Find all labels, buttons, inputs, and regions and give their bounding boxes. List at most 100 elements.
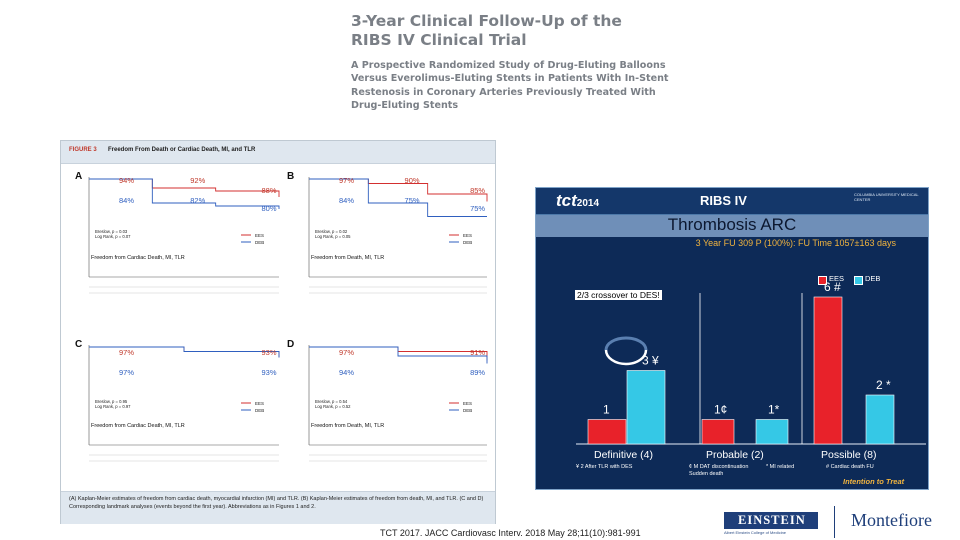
bar-deb [865,394,895,445]
einstein-logo: EINSTEIN [724,512,818,529]
arrow-arc-upper [604,336,648,351]
tct-logo-year: 2014 [576,198,600,209]
bar-value-label: 1¢ [714,403,727,417]
tct-slide: tct2014 RIBS IV COLUMBIA UNIVERSITY MEDI… [535,187,929,490]
ees-percent-label: 97% [119,348,134,357]
article-subtitle: A Prospective Randomized Study of Drug-E… [351,59,711,113]
legend-label-ees: EES [463,233,472,238]
followup-text: 3 Year FU 309 P (100%): FU Time 1057±163… [695,238,896,248]
ees-percent-label: 85% [470,186,485,195]
article-title-line-2: RIBS IV Clinical Trial [351,31,527,49]
bar-deb [755,419,789,445]
deb-percent-label: 75% [470,204,485,213]
ees-percent-label: 92% [190,176,205,185]
footnote: * MI related [766,464,795,470]
figure-3: FIGURE 3 Freedom From Death or Cardiac D… [60,140,496,524]
legend-label-ees: EES [463,401,472,406]
subtitle-line: Drug-Eluting Stents [351,100,459,112]
crossover-note: 2/3 crossover to DES! [575,290,662,300]
ees-percent-label: 90% [405,176,420,185]
deb-percent-label: 75% [405,196,420,205]
heading-band [536,215,928,237]
university-logo: COLUMBIA UNIVERSITY MEDICAL CENTER [854,192,919,202]
deb-percent-label: 84% [339,196,354,205]
ees-percent-label: 97% [339,176,354,185]
logrank-stat: Log Rank, p = 0.07 [95,234,131,239]
bar-value-label: 6 # [824,280,841,294]
endpoint-label: Freedom from Cardiac Death, MI, TLR [91,255,185,261]
slide-header-bar [536,188,928,215]
logrank-stat: Log Rank, p = 0.97 [95,404,131,409]
deb-curve [89,178,280,209]
breslow-stat: Breslow, p = 0.95 [95,399,128,404]
bar-ees [813,296,843,445]
panel-letter: B [287,171,294,182]
endpoint-label: Freedom from Death, MI, TLR [311,423,384,429]
legend-label-deb: DEB [255,408,264,413]
deb-percent-label: 82% [190,196,205,205]
panel-letter: C [75,339,82,350]
bar-value-label: 2 * [876,378,891,392]
category-label: Probable (2) [706,449,764,461]
subtitle-line: A Prospective Randomized Study of Drug-E… [351,60,666,71]
deb-percent-label: 93% [262,368,277,377]
subtitle-line: Versus Everolimus-Eluting Stents in Pati… [351,73,669,85]
breslow-stat: Breslow, p = 0.54 [315,399,348,404]
article-title-line-1: 3-Year Clinical Follow-Up of the [351,12,622,30]
ees-curve [89,178,280,197]
deb-curve [309,346,488,364]
deb-percent-label: 80% [262,204,277,213]
logo-divider [834,506,835,538]
footnote: # Cardiac death FU [826,464,874,470]
figure-number: FIGURE 3 [69,147,97,153]
intention-to-treat-label: Intention to Treat [843,477,905,486]
deb-percent-label: 89% [470,368,485,377]
slide-heading: Thrombosis ARC [667,215,797,234]
legend-swatch-ees [818,276,827,285]
footnote: ¥ 2 After TLR with DES [576,464,633,470]
ees-percent-label: 97% [339,348,354,357]
figure-header: FIGURE 3 Freedom From Death or Cardiac D… [61,141,495,164]
ees-percent-label: 91% [470,348,485,357]
footnote: Sudden death [689,471,724,477]
legend-label-deb: DEB [865,274,881,283]
ees-curve [309,178,488,202]
figure-caption-text: (A) Kaplan-Meier estimates of freedom fr… [69,496,484,510]
ees-percent-label: 93% [262,348,277,357]
legend-label-deb: DEB [463,240,472,245]
arrow-arc-lower [604,349,648,366]
deb-percent-label: 94% [339,368,354,377]
km-panels: A 94% 92%88%84% 82%80%Breslow, p = 0.03Log … [75,171,488,462]
footnote: ¢ M DAT discontinuation [689,464,749,470]
category-label: Possible (8) [821,449,876,461]
bar-value-label: 1* [768,403,780,417]
subtitle-line: Restenosis in Coronary Arteries Previous… [351,86,656,98]
thrombosis-bar-chart: 1 3 ¥ Definitive (4) 1¢ 1* Probable (2) 6 # 2 *… [576,280,926,461]
citation: TCT 2017. JACC Cardiovasc Interv. 2018 M… [380,528,641,538]
endpoint-label: Freedom from Death, MI, TLR [311,255,384,261]
ees-percent-label: 94% [119,176,134,185]
bar-ees [701,419,735,445]
category-label: Definitive (4) [594,449,653,461]
bar-value-label: 1 [603,403,610,417]
panel-letter: A [75,171,82,182]
einstein-logo-subtext: Albert Einstein College of Medicine [724,530,787,535]
crossover-arrow-icon [604,336,648,366]
deb-curve [309,178,487,217]
legend-label-deb: DEB [463,408,472,413]
bar-ees [587,419,627,445]
breslow-stat: Breslow, p = 0.02 [315,229,348,234]
km-panel-b: B 97% 90% 85% 84% 75% 75% Breslow, p = 0.02Log … [287,171,488,294]
deb-percent-label: 84% [119,196,134,205]
bar-value-label: 3 ¥ [642,354,659,368]
article-title: 3-Year Clinical Follow-Up of the RIBS IV… [351,12,751,50]
legend-label-ees: EES [829,274,845,283]
legend-label-deb: DEB [255,240,264,245]
breslow-stat: Breslow, p = 0.03 [95,229,128,234]
figure-title: Freedom From Death or Cardiac Death, MI,… [108,147,256,153]
deb-curve [89,346,280,358]
slide-footnotes: ¥ 2 After TLR with DES ¢ M DAT discontin… [576,464,916,478]
legend-label-ees: EES [255,233,264,238]
